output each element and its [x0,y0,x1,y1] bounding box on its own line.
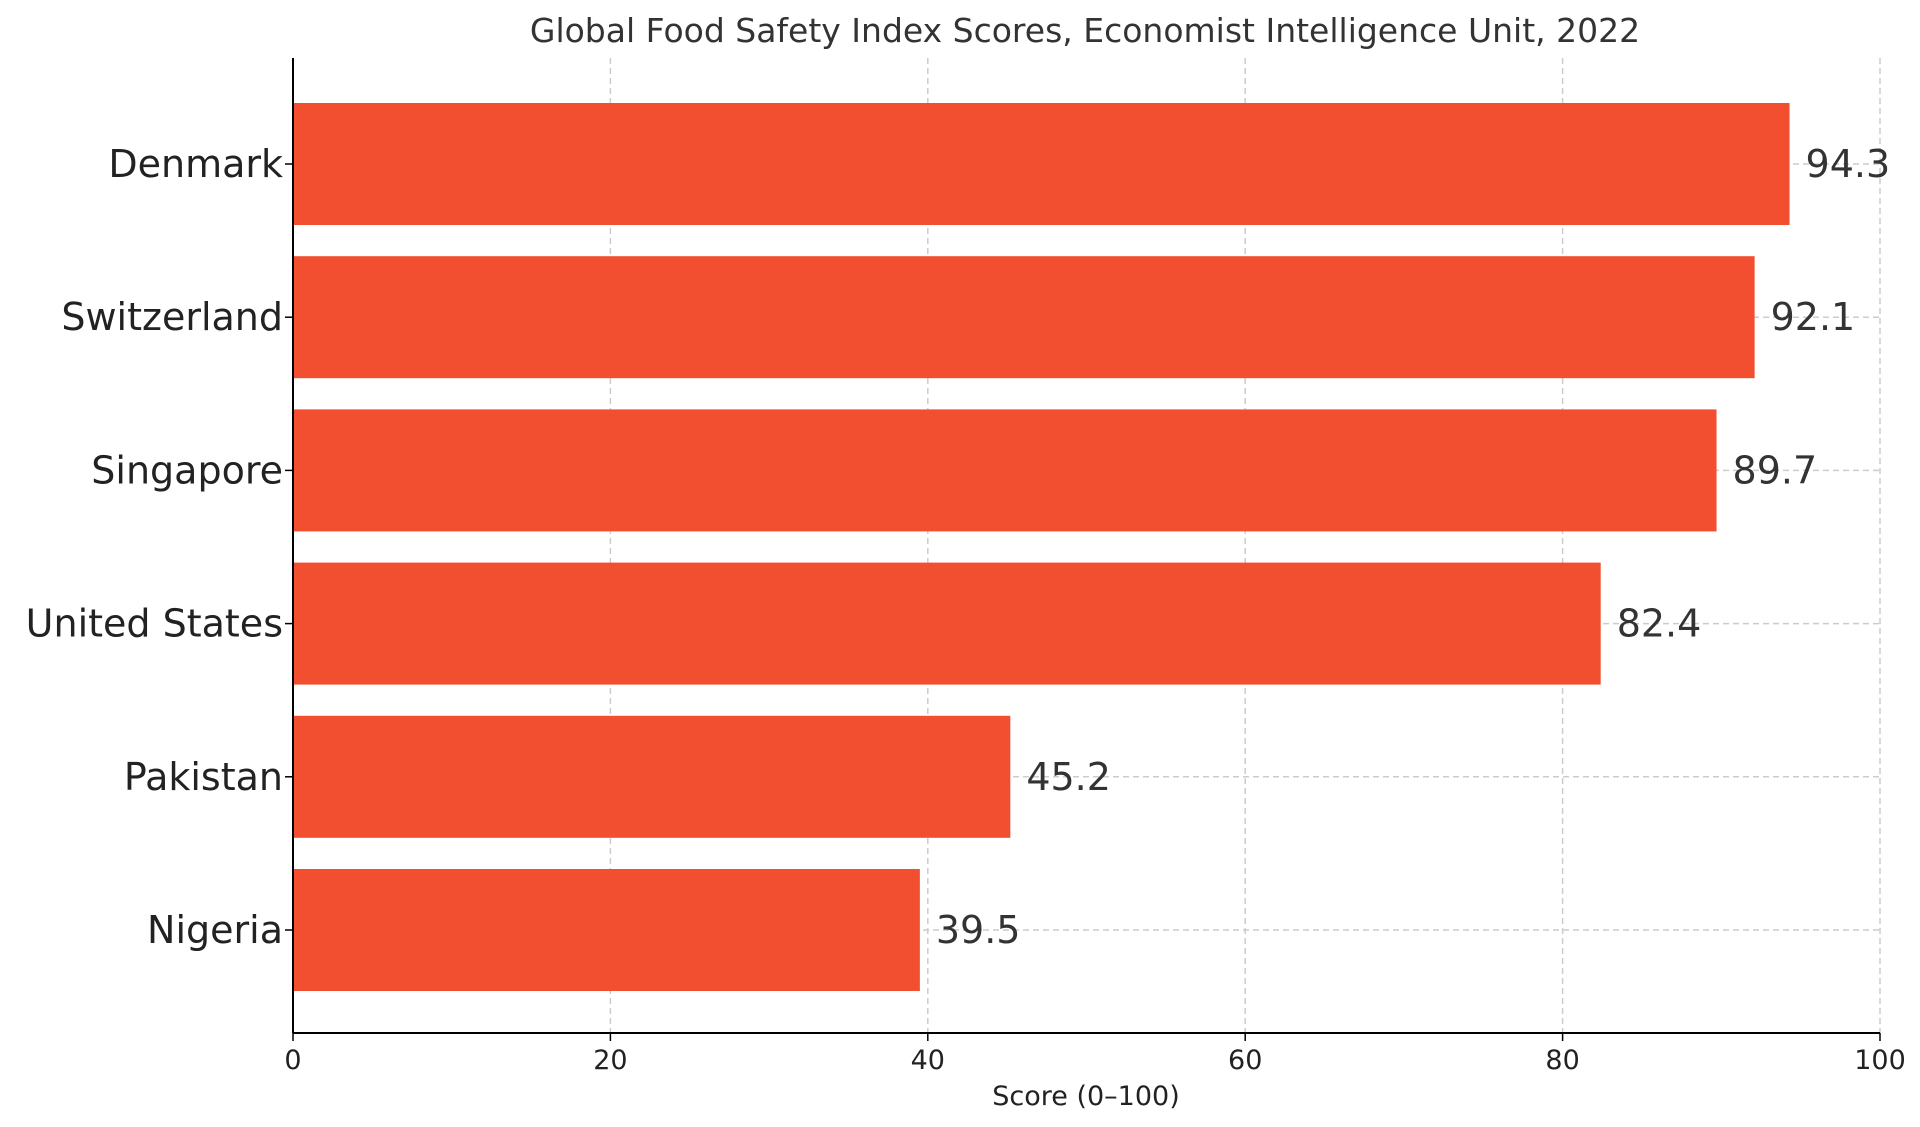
bar [293,103,1790,225]
x-tick-label: 60 [1228,1045,1262,1076]
data-label: 92.1 [1771,295,1856,339]
data-label: 45.2 [1026,755,1111,799]
data-label: 89.7 [1733,448,1818,492]
y-tick-label: Switzerland [61,295,283,339]
bars [293,103,1790,991]
bar [293,562,1601,685]
bar [293,715,1011,838]
bar [293,256,1755,379]
x-tick-label: 40 [911,1045,945,1076]
value-labels: 94.3 92.1 89.7 82.4 45.2 39.5 [936,142,1890,952]
x-axis-label: Score (0–100) [992,1081,1179,1112]
y-tick-label: Nigeria [147,908,283,952]
y-tick-label: Pakistan [124,755,283,799]
bar [293,869,920,991]
x-tick-label: 0 [284,1045,301,1076]
ticks: 0 20 40 60 80 100 Denmark Switzerland Singapore U… [26,142,1906,1076]
chart-title: Global Food Safety Index Scores, Economi… [530,11,1640,50]
data-label: 94.3 [1806,142,1891,186]
data-label: 82.4 [1617,602,1702,646]
data-label: 39.5 [936,908,1021,952]
x-tick-label: 100 [1854,1045,1906,1076]
axes [292,58,1880,1034]
y-tick-label: United States [26,602,283,646]
bar [293,409,1717,532]
x-tick-label: 20 [593,1045,627,1076]
x-tick-label: 80 [1545,1045,1579,1076]
y-tick-label: Denmark [108,142,283,186]
y-tick-label: Singapore [91,448,283,492]
